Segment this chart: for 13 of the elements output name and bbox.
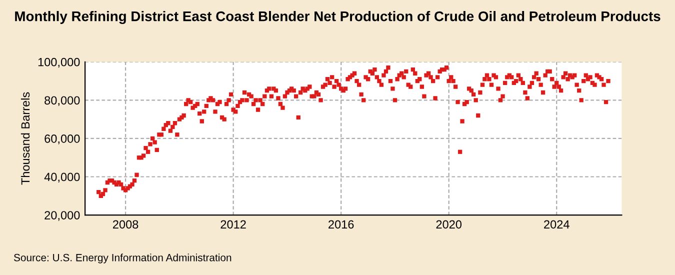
y-tick-label: 80,000 [44, 96, 80, 106]
x-tick-label: 2016 [328, 220, 354, 229]
y-tick-label: 20,000 [44, 211, 80, 221]
source-note: Source: U.S. Energy Information Administration [14, 254, 232, 264]
y-tick-label: 40,000 [44, 172, 80, 183]
chart-title: Monthly Refining District East Coast Blender Net Production of Crude Oil and Petroleum Products [15, 11, 660, 24]
x-tick-label: 2012 [220, 220, 246, 229]
x-tick-label: 2024 [544, 220, 570, 229]
x-tick-label: 2008 [113, 220, 138, 229]
x-tick-label: 2020 [436, 220, 462, 229]
y-tick-label: 100,000 [38, 58, 80, 68]
y-tick-label: 60,000 [44, 134, 80, 144]
y-axis-title: Thousand Barrels [20, 92, 30, 185]
